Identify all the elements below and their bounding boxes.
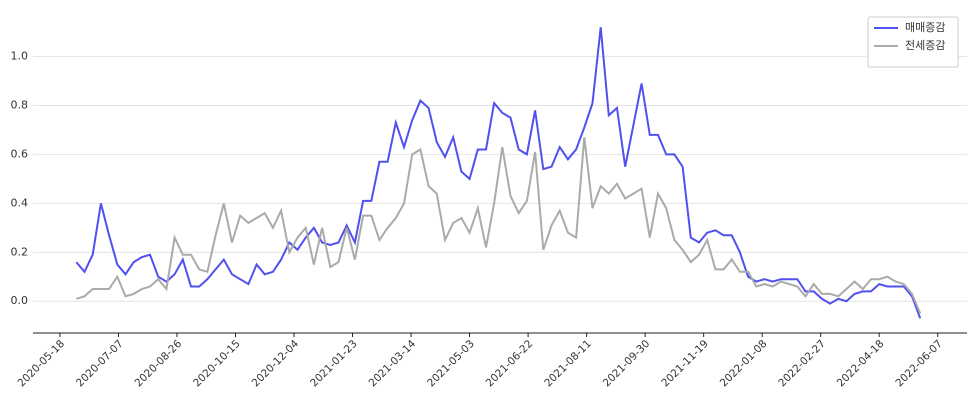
y-tick-label: 0.4 bbox=[11, 196, 29, 209]
y-tick-label: 0.2 bbox=[11, 245, 29, 258]
y-tick-label: 0.0 bbox=[11, 294, 29, 307]
x-tick-label: 2022-04-18 bbox=[835, 338, 887, 390]
x-tick-label: 2020-10-15 bbox=[191, 338, 243, 390]
x-tick-label: 2021-06-22 bbox=[484, 338, 536, 390]
legend-label: 매매증감 bbox=[905, 21, 945, 34]
x-tick-label: 2021-09-30 bbox=[601, 338, 653, 390]
x-tick-label: 2020-05-18 bbox=[16, 338, 68, 390]
y-tick-label: 1.0 bbox=[11, 50, 29, 63]
y-tick-label: 0.8 bbox=[11, 99, 29, 112]
series-line bbox=[76, 137, 922, 314]
x-tick-label: 2021-11-19 bbox=[659, 338, 711, 390]
series-line bbox=[75, 27, 922, 319]
x-tick-label: 2020-12-04 bbox=[250, 338, 302, 390]
x-tick-label: 2022-02-27 bbox=[776, 338, 828, 390]
x-tick-label: 2021-01-23 bbox=[308, 338, 360, 390]
x-tick-label: 2022-06-07 bbox=[893, 338, 945, 390]
x-tick-label: 2021-03-14 bbox=[367, 338, 419, 390]
x-tick-label: 2020-07-07 bbox=[74, 338, 126, 390]
x-tick-label: 2021-08-11 bbox=[542, 338, 594, 390]
x-tick-label: 2020-08-26 bbox=[133, 338, 185, 390]
y-tick-label: 0.6 bbox=[11, 147, 29, 160]
x-tick-label: 2022-01-08 bbox=[718, 338, 770, 390]
legend-box bbox=[867, 16, 959, 68]
legend-label: 전세증감 bbox=[905, 39, 945, 52]
x-tick-label: 2021-05-03 bbox=[425, 338, 477, 390]
